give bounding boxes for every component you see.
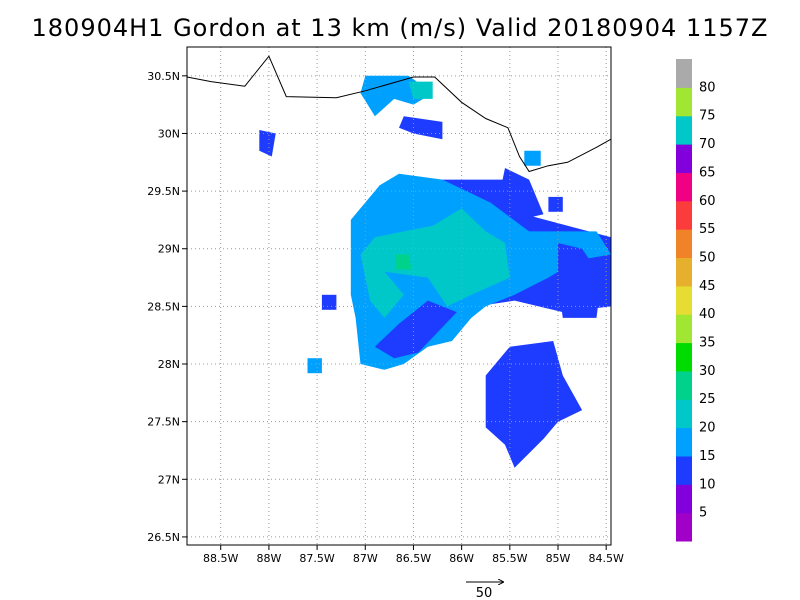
colorbar-label: 5 — [699, 506, 707, 521]
wind-speed-region — [399, 116, 443, 140]
colorbar-swatch — [676, 342, 692, 372]
colorbar-label: 20 — [699, 421, 716, 436]
y-tick-label: 27.5N — [147, 416, 180, 429]
x-tick-label: 88.5W — [203, 552, 238, 565]
wind-speed-region — [259, 130, 276, 157]
colorbar-swatch — [676, 87, 692, 117]
wind-speed-region — [500, 168, 544, 220]
coastline — [187, 55, 611, 173]
y-tick-label: 30N — [158, 127, 180, 140]
colorbar-swatch — [676, 257, 692, 287]
y-tick-label: 29N — [158, 243, 180, 256]
colorbar-label: 55 — [699, 222, 716, 237]
colorbar-label: 35 — [699, 336, 716, 351]
wind-speed-region — [321, 294, 337, 310]
colorbar-label: 40 — [699, 307, 716, 322]
colorbar-swatch — [676, 512, 692, 542]
x-tick-label: 85.5W — [492, 552, 527, 565]
y-tick-label: 28.5N — [147, 300, 180, 313]
colorbar: 5 10 15 20 25 30 35 40 45 50 55 60 65 70 75 80 — [676, 59, 716, 542]
colorbar-swatch — [676, 229, 692, 258]
chart-title: 180904H1 Gordon at 13 km (m/s) Valid 201… — [31, 14, 769, 42]
y-tick-label: 30.5N — [147, 70, 180, 83]
coastline-line — [187, 55, 611, 173]
x-tick-label: 86.5W — [396, 552, 431, 565]
wind-speed-region — [485, 341, 583, 468]
colorbar-swatch — [676, 144, 692, 173]
wind-speed-region — [396, 254, 412, 270]
grid-lines — [187, 47, 611, 545]
colorbar-swatch — [676, 314, 692, 344]
reference-vector: 50 — [466, 582, 503, 600]
colorbar-swatch — [676, 370, 692, 400]
x-tick-label: 86W — [449, 552, 474, 565]
colorbar-swatch — [676, 399, 692, 429]
wind-speed-region — [360, 208, 510, 318]
wind-speed-region — [374, 300, 457, 359]
colorbar-swatch — [676, 59, 692, 88]
y-tick-label: 28N — [158, 358, 180, 371]
axes: 88.5W 88W 87.5W 87W 86.5W 86W 85.5W 85W 84.5W 30.… — [147, 46, 624, 565]
y-tick-label: 29.5N — [147, 185, 180, 198]
colorbar-label: 30 — [699, 364, 716, 379]
colorbar-label: 25 — [699, 392, 716, 407]
x-tick-label: 87W — [353, 552, 378, 565]
wind-speed-region — [353, 225, 361, 243]
plot-frame — [186, 46, 612, 546]
colorbar-label: 70 — [699, 137, 716, 152]
colorbar-swatch — [676, 455, 692, 485]
colorbar-swatch — [676, 427, 692, 457]
colorbar-swatch — [676, 115, 692, 145]
colorbar-label: 45 — [699, 279, 716, 294]
reference-vector-label: 50 — [476, 586, 493, 600]
x-tick-label: 88W — [256, 552, 281, 565]
x-tick-label: 84.5W — [588, 552, 623, 565]
colorbar-swatch — [676, 285, 692, 315]
wind-speed-region — [548, 196, 563, 212]
y-tick-label: 26.5N — [147, 531, 180, 544]
x-tick-label: 87.5W — [299, 552, 334, 565]
colorbar-label: 60 — [699, 194, 716, 209]
y-tick-label: 27N — [158, 473, 180, 486]
colorbar-swatch — [676, 484, 692, 514]
colorbar-label: 65 — [699, 165, 716, 180]
wind-speed-region — [307, 358, 322, 374]
colorbar-label: 15 — [699, 449, 716, 464]
colorbar-label: 50 — [699, 251, 716, 266]
colorbar-swatch — [676, 172, 692, 202]
wind-speed-region — [524, 150, 541, 166]
x-tick-label: 85W — [546, 552, 571, 565]
wind-speed-shading — [259, 75, 611, 468]
colorbar-label: 80 — [699, 80, 716, 95]
wind-speed-region — [408, 81, 433, 99]
colorbar-swatch — [676, 200, 692, 230]
colorbar-label: 75 — [699, 109, 716, 124]
wind-speed-region — [558, 243, 602, 318]
colorbar-label: 10 — [699, 477, 716, 492]
